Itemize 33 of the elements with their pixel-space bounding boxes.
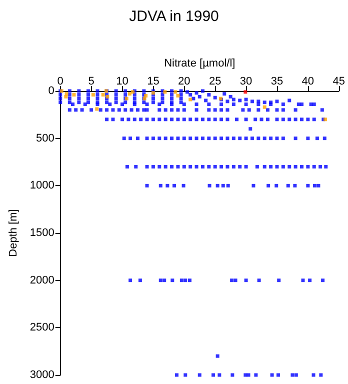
point bbox=[101, 93, 105, 97]
x-tick-label: 5 bbox=[88, 76, 94, 88]
y-tick-label: 3000 bbox=[30, 369, 54, 381]
chart-title: JDVA in 1990 bbox=[129, 8, 219, 25]
y-tick-label: 2000 bbox=[30, 274, 54, 286]
x-tick-label: 0 bbox=[57, 76, 64, 88]
y-tick-label: 1500 bbox=[30, 227, 54, 239]
point bbox=[95, 107, 99, 111]
point bbox=[91, 93, 95, 97]
y-tick-label: 2500 bbox=[30, 322, 54, 334]
point bbox=[188, 98, 192, 102]
point bbox=[128, 92, 132, 96]
point bbox=[64, 94, 68, 98]
point bbox=[174, 90, 178, 94]
x-tick-label: 30 bbox=[240, 76, 252, 88]
x-tick-label: 40 bbox=[302, 76, 314, 88]
y-tick-label: 500 bbox=[36, 132, 54, 144]
x-tick-label: 45 bbox=[332, 76, 346, 88]
y-axis-title: Depth [m] bbox=[8, 209, 20, 257]
x-tick-label: 25 bbox=[208, 76, 222, 88]
x-axis-title: Nitrate [µmol/l] bbox=[164, 58, 236, 70]
x-tick-label: 15 bbox=[147, 76, 160, 88]
point bbox=[262, 105, 266, 109]
point bbox=[176, 94, 180, 98]
point bbox=[64, 92, 68, 96]
x-tick-label: 10 bbox=[116, 76, 128, 88]
y-tick-label: 1000 bbox=[30, 180, 54, 192]
point bbox=[72, 93, 76, 97]
x-tick-label: 35 bbox=[270, 76, 284, 88]
x-tick-label: 20 bbox=[178, 76, 190, 88]
point bbox=[244, 90, 248, 94]
y-tick-label: 0 bbox=[48, 85, 54, 97]
point bbox=[163, 90, 167, 94]
